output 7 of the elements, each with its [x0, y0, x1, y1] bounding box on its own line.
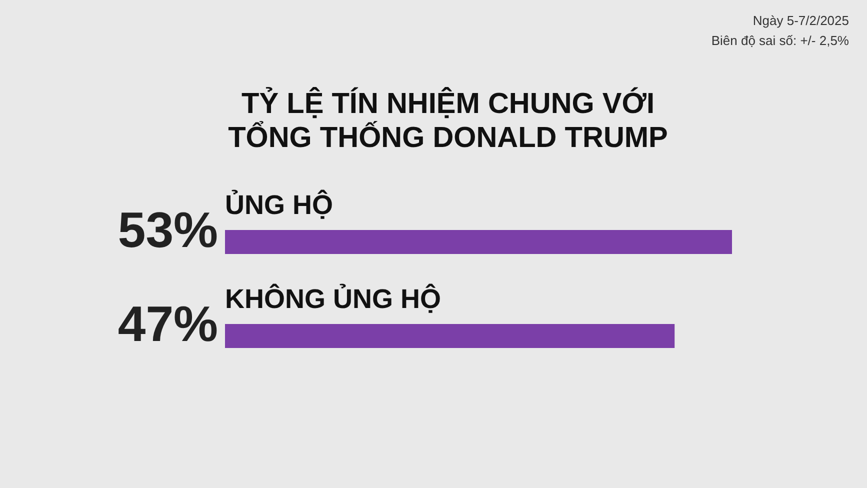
- text: Ngày 5-7/2/2025: [752, 13, 849, 28]
- text: Biên độ sai số: +/- 2,5%: [711, 33, 850, 48]
- chart-title: TỶ LỆ TÍN NHIỆM CHUNG VỚI TỔNG THỐNG DONALD TRUMP: [228, 87, 668, 154]
- y-tick-label: ỦNG HỘ: [225, 189, 333, 220]
- data-label: 47%: [118, 296, 218, 352]
- data-label: 53%: [118, 202, 218, 258]
- y-tick-label: KHÔNG ỦNG HỘ: [225, 283, 441, 314]
